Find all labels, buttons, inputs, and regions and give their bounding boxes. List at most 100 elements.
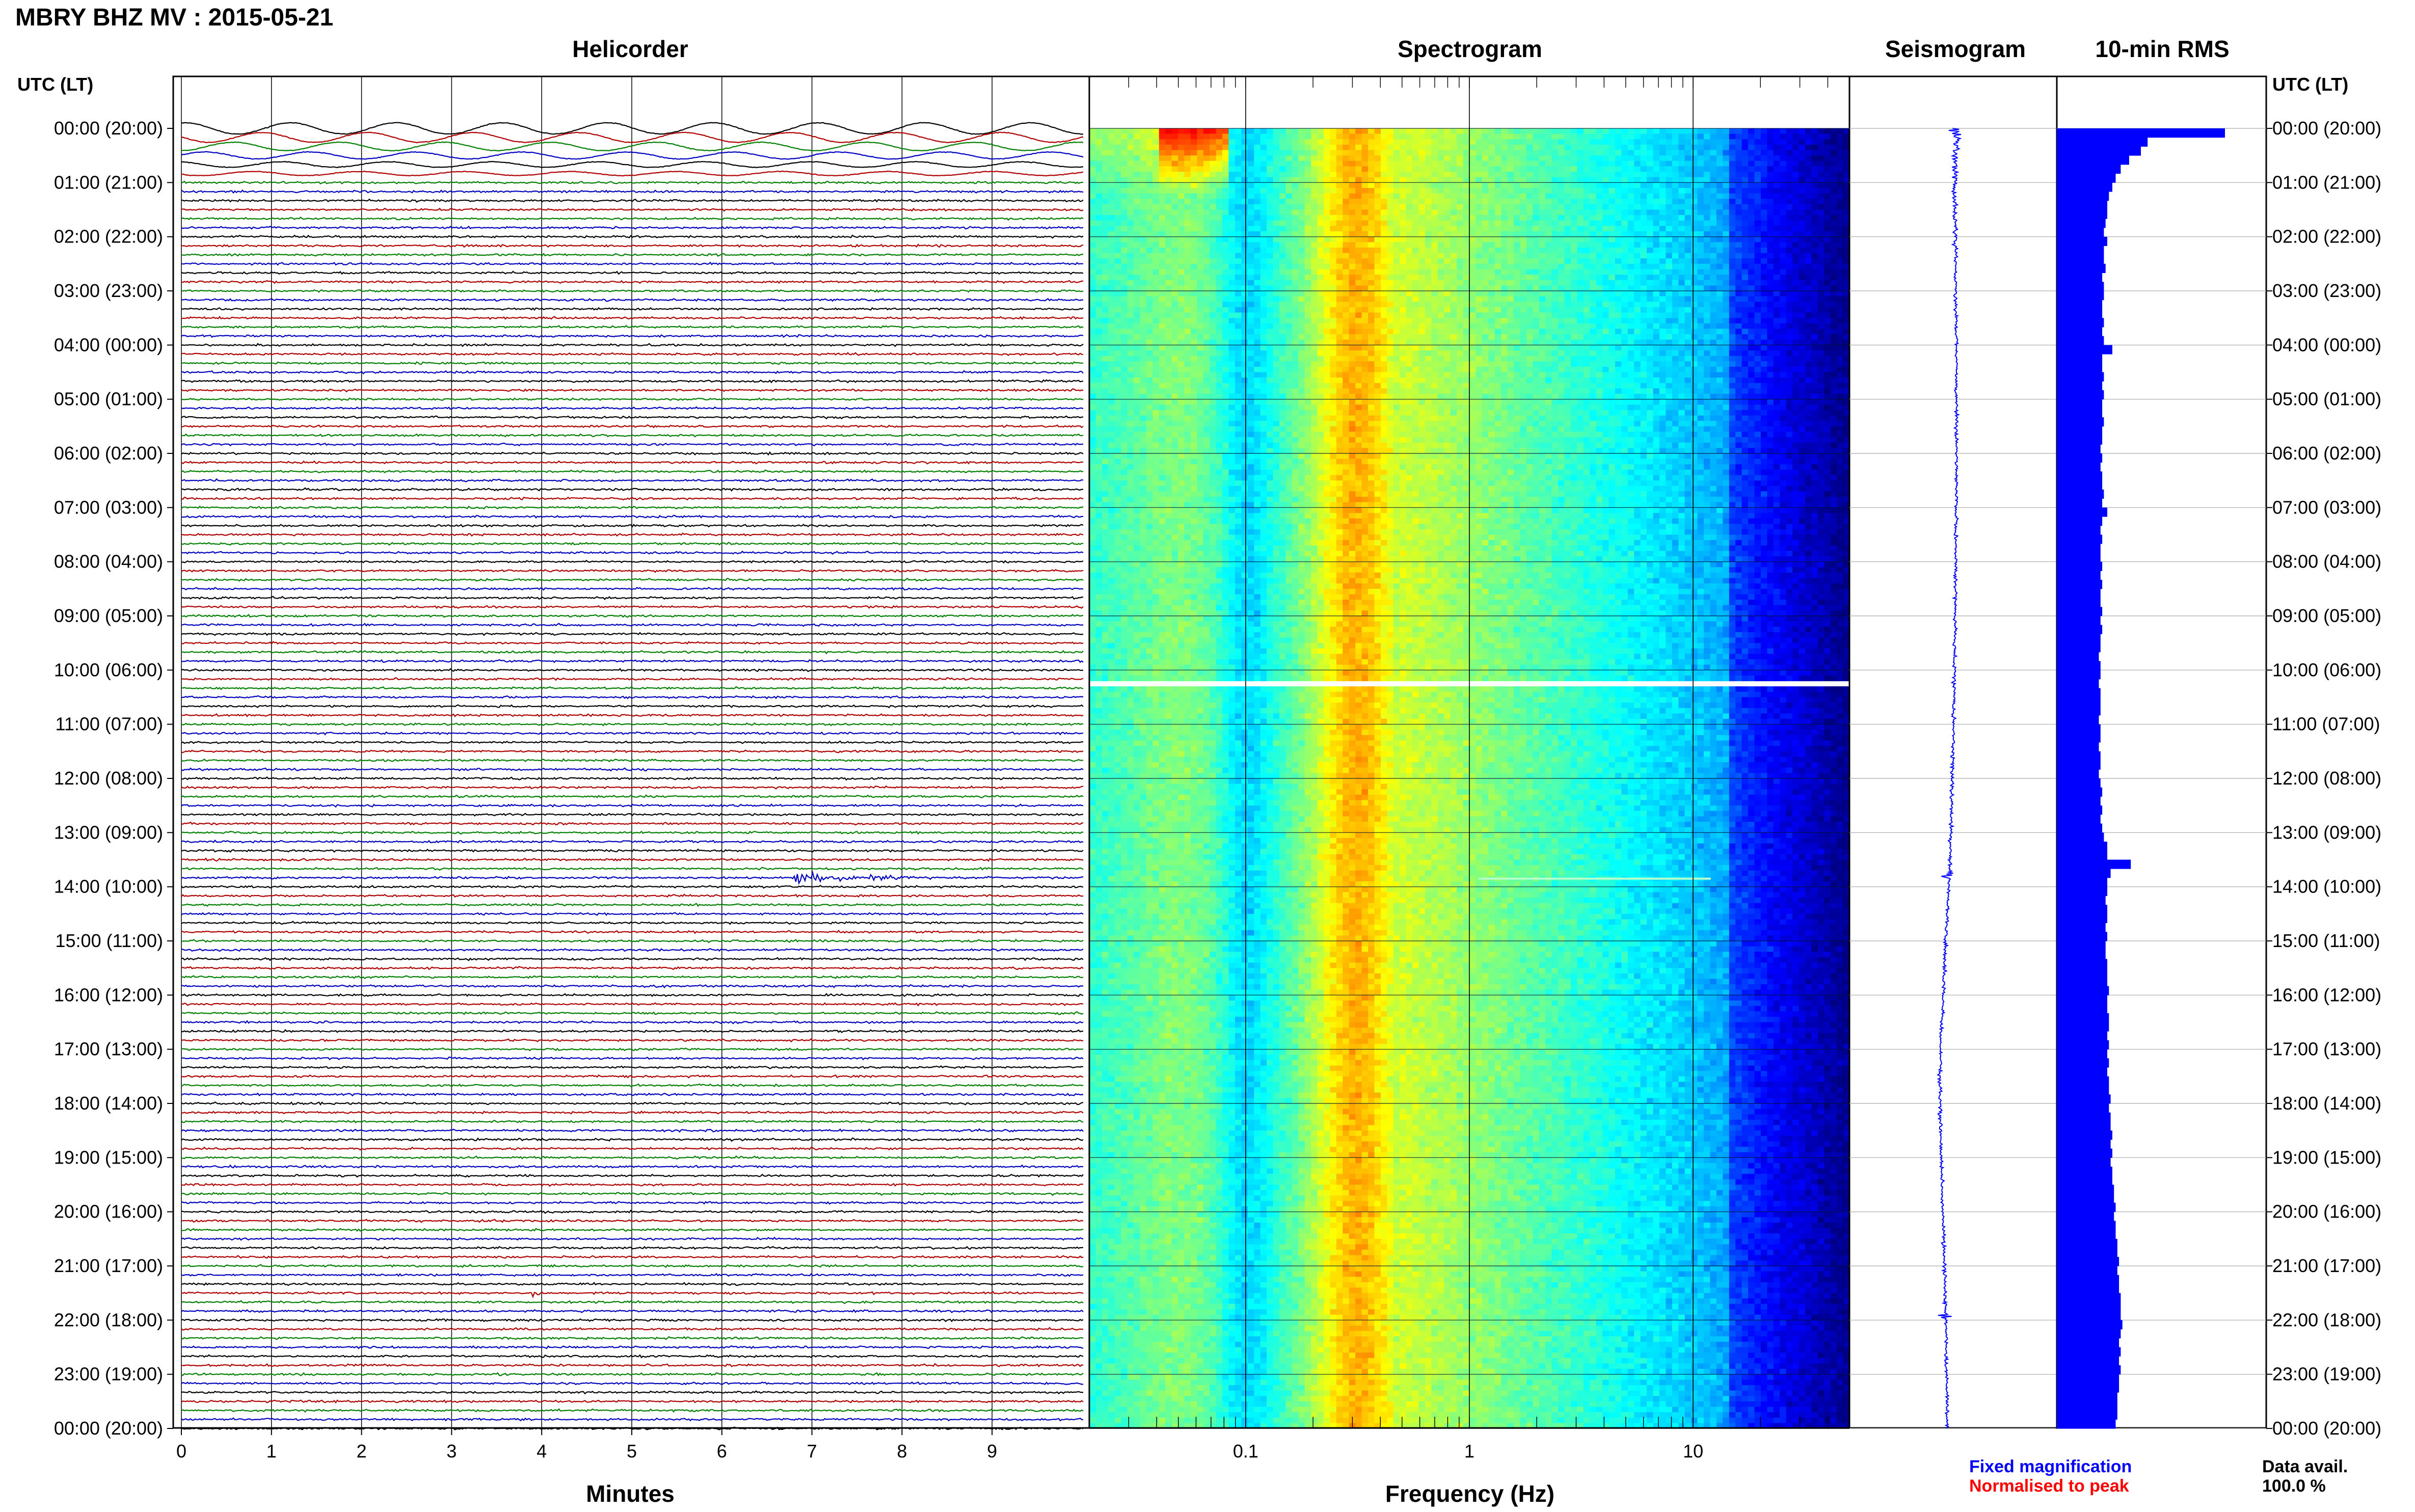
spectrogram-cell (1438, 275, 1444, 280)
spectrogram-cell (1305, 307, 1311, 313)
spectrogram-cell (1475, 242, 1482, 248)
spectrogram-cell (1292, 334, 1299, 340)
spectrogram-cell (1210, 177, 1216, 183)
spectrogram-cell (1134, 194, 1140, 199)
spectrogram-cell (1222, 145, 1229, 150)
spectrogram-cell (1565, 253, 1571, 259)
spectrogram-cell (1368, 194, 1375, 199)
spectrogram-cell (1641, 237, 1647, 242)
spectrogram-cell (1343, 150, 1349, 156)
spectrogram-cell (1742, 275, 1749, 280)
spectrogram-cell (1185, 323, 1191, 329)
spectrogram-cell (1704, 172, 1710, 177)
spectrogram-cell (1343, 258, 1349, 264)
spectrogram-cell (1273, 172, 1280, 177)
spectrogram-cell (1355, 231, 1362, 237)
spectrogram-cell (1558, 269, 1565, 275)
spectrogram-cell (1666, 264, 1672, 269)
spectrogram-cell (1647, 237, 1653, 242)
spectrogram-cell (1558, 161, 1565, 167)
spectrogram-cell (1761, 258, 1767, 264)
spectrogram-cell (1140, 242, 1147, 248)
spectrogram-cell (1558, 172, 1565, 177)
spectrogram-cell (1571, 280, 1577, 286)
spectrogram-cell (1089, 145, 1096, 150)
spectrogram-cell (1482, 248, 1489, 253)
spectrogram-cell (1666, 199, 1672, 204)
spectrogram-cell (1774, 237, 1780, 242)
spectrogram-cell (1609, 248, 1616, 253)
spectrogram-cell (1571, 155, 1577, 161)
spectrogram-cell (1235, 323, 1242, 329)
spectrogram-cell (1545, 215, 1552, 221)
spectrogram-cell (1336, 280, 1343, 286)
spectrogram-cell (1584, 302, 1590, 307)
spectrogram-cell (1457, 237, 1463, 242)
spectrogram-cell (1501, 128, 1508, 134)
spectrogram-cell (1659, 296, 1666, 302)
spectrogram-cell (1298, 177, 1305, 183)
spectrogram-cell (1108, 285, 1115, 291)
spectrogram-cell (1444, 323, 1451, 329)
spectrogram-cell (1387, 188, 1393, 194)
spectrogram-cell (1755, 145, 1761, 150)
spectrogram-cell (1596, 313, 1603, 318)
spectrogram-cell (1824, 302, 1831, 307)
spectrogram-cell (1102, 248, 1109, 253)
spectrogram-cell (1279, 182, 1286, 188)
spectrogram-cell (1210, 334, 1216, 340)
spectrogram-cell (1412, 188, 1419, 194)
spectrogram-cell (1222, 275, 1229, 280)
spectrogram-cell (1786, 226, 1793, 231)
spectrogram-cell (1412, 264, 1419, 269)
spectrogram-cell (1666, 318, 1672, 323)
spectrogram-cell (1710, 134, 1717, 140)
spectrogram-cell (1444, 128, 1451, 134)
spectrogram-cell (1805, 296, 1812, 302)
spectrogram-cell (1767, 242, 1774, 248)
spectrogram-cell (1210, 231, 1216, 237)
spectrogram-cell (1571, 323, 1577, 329)
spectrogram-cell (1545, 329, 1552, 334)
spectrogram-cell (1121, 177, 1128, 183)
spectrogram-cell (1368, 221, 1375, 226)
spectrogram-cell (1577, 166, 1584, 172)
spectrogram-cell (1482, 280, 1489, 286)
spectrogram-cell (1273, 177, 1280, 183)
spectrogram-cell (1381, 242, 1387, 248)
spectrogram-cell (1545, 280, 1552, 286)
spectrogram-cell (1628, 226, 1634, 231)
spectrogram-cell (1412, 166, 1419, 172)
spectrogram-cell (1235, 237, 1242, 242)
spectrogram-cell (1292, 177, 1299, 183)
spectrogram-cell (1634, 318, 1641, 323)
spectrogram-cell (1685, 307, 1692, 313)
spectrogram-cell (1641, 248, 1647, 253)
spectrogram-cell (1254, 323, 1260, 329)
spectrogram-cell (1647, 172, 1653, 177)
spectrogram-cell (1248, 150, 1254, 156)
spectrogram-cell (1659, 134, 1666, 140)
spectrogram-cell (1666, 177, 1672, 183)
spectrogram-cell (1780, 128, 1786, 134)
spectrogram-cell (1647, 258, 1653, 264)
spectrogram-cell (1152, 345, 1159, 350)
spectrogram-cell (1241, 329, 1248, 334)
spectrogram-cell (1248, 172, 1254, 177)
spectrogram-cell (1318, 253, 1324, 259)
spectrogram-cell (1475, 334, 1482, 340)
spectrogram-cell (1298, 329, 1305, 334)
spectrogram-cell (1349, 177, 1356, 183)
spectrogram-cell (1229, 182, 1236, 188)
spectrogram-cell (1565, 285, 1571, 291)
spectrogram-cell (1755, 215, 1761, 221)
spectrogram-cell (1767, 199, 1774, 204)
spectrogram-cell (1324, 318, 1330, 323)
spectrogram-cell (1628, 182, 1634, 188)
spectrogram-cell (1628, 242, 1634, 248)
spectrogram-cell (1704, 155, 1710, 161)
spectrogram-cell (1343, 323, 1349, 329)
spectrogram-cell (1368, 188, 1375, 194)
spectrogram-cell (1273, 275, 1280, 280)
spectrogram-cell (1235, 177, 1242, 183)
